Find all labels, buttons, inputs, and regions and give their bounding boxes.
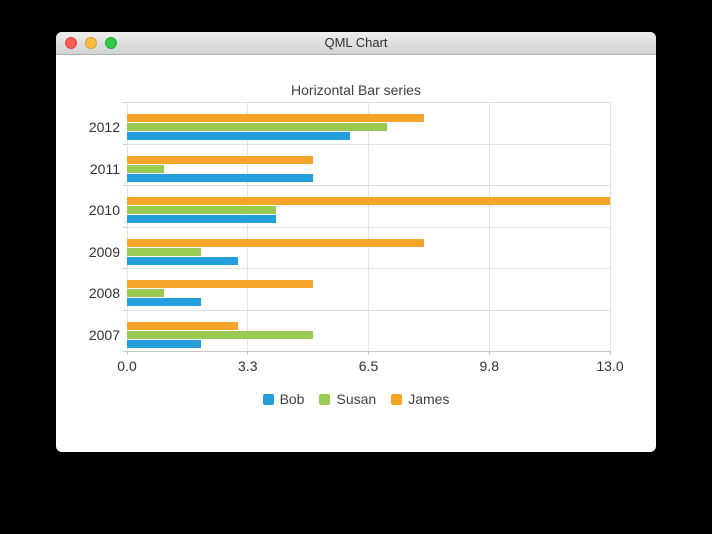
category-row-2007: 2007 bbox=[89, 309, 610, 352]
bar-bob-2007 bbox=[127, 339, 202, 348]
bar-bob-2011 bbox=[127, 173, 313, 182]
category-row-2011: 2011 bbox=[90, 143, 610, 186]
x-axis-tick bbox=[126, 351, 128, 355]
bar-susan-2007 bbox=[127, 330, 313, 339]
window-titlebar[interactable]: QML Chart bbox=[56, 32, 656, 55]
traffic-light-buttons bbox=[65, 37, 117, 49]
chart-legend: Bob Susan James bbox=[56, 391, 656, 407]
bar-susan-2008 bbox=[127, 289, 165, 297]
x-axis-tick bbox=[488, 351, 490, 355]
bar-bob-2009 bbox=[127, 256, 239, 265]
y-axis-category-label: 2007 bbox=[88, 326, 120, 343]
y-axis-tick bbox=[123, 351, 127, 352]
y-axis-tick bbox=[123, 268, 127, 269]
legend-item-bob: Bob bbox=[262, 391, 305, 407]
bar-group-2011 bbox=[127, 155, 610, 183]
legend-label-susan: Susan bbox=[336, 391, 377, 407]
bar-bob-2008 bbox=[127, 298, 202, 306]
bar-group-2008 bbox=[127, 280, 610, 307]
close-button[interactable] bbox=[65, 37, 77, 49]
legend-item-james: James bbox=[391, 391, 449, 407]
x-axis-tick-label: 0.0 bbox=[117, 358, 137, 374]
y-axis-category-label: 2011 bbox=[89, 160, 120, 177]
bar-group-2009 bbox=[127, 238, 610, 266]
y-axis-category-label: 2008 bbox=[88, 285, 120, 301]
bar-susan-2012 bbox=[127, 123, 388, 131]
bar-group-2007 bbox=[127, 321, 610, 349]
window-title: QML Chart bbox=[324, 35, 388, 50]
legend-marker-bob bbox=[262, 393, 274, 405]
legend-label-bob: Bob bbox=[279, 391, 305, 407]
category-row-2009: 2009 bbox=[89, 226, 610, 269]
bar-james-2008 bbox=[127, 280, 313, 288]
bar-group-2012 bbox=[127, 114, 610, 141]
bar-james-2012 bbox=[127, 114, 425, 122]
y-axis-tick bbox=[123, 226, 127, 228]
bar-james-2010 bbox=[127, 197, 610, 205]
category-row-2012: 2012 bbox=[89, 102, 610, 144]
y-axis-category-label: 2010 bbox=[88, 202, 120, 218]
x-axis-tick-label: 6.5 bbox=[358, 358, 379, 374]
legend-item-susan: Susan bbox=[319, 391, 376, 407]
bar-james-2009 bbox=[127, 238, 425, 247]
bar-james-2011 bbox=[127, 155, 313, 164]
x-axis-tick bbox=[247, 351, 249, 355]
bar-bob-2010 bbox=[127, 215, 276, 223]
zoom-button[interactable] bbox=[105, 37, 117, 49]
app-window: QML Chart Horizontal Bar series 0.0 3.3 6.… bbox=[56, 32, 656, 452]
bar-james-2007 bbox=[127, 321, 239, 330]
x-axis-tick-label: 9.8 bbox=[479, 358, 499, 374]
vertical-gridline bbox=[609, 102, 611, 351]
bar-susan-2011 bbox=[127, 164, 165, 173]
bar-susan-2009 bbox=[127, 247, 202, 256]
legend-marker-susan bbox=[319, 393, 331, 405]
bar-susan-2010 bbox=[127, 206, 276, 214]
chart-title: Horizontal Bar series bbox=[291, 82, 421, 98]
plot-area: 0.0 3.3 6.5 9.8 13.0 2012 2011 2010 2009 2008 200… bbox=[89, 102, 624, 374]
minimize-button[interactable] bbox=[85, 37, 97, 49]
y-axis-category-label: 2012 bbox=[88, 119, 120, 135]
x-axis-labels: 0.0 3.3 6.5 9.8 13.0 bbox=[117, 358, 623, 374]
x-axis-tick-label: 13.0 bbox=[596, 358, 624, 374]
category-row-2010: 2010 bbox=[89, 185, 610, 227]
y-axis-tick bbox=[123, 185, 127, 186]
x-axis-ticks bbox=[126, 351, 611, 355]
legend-label-james: James bbox=[408, 391, 450, 407]
bar-bob-2012 bbox=[127, 132, 350, 140]
x-axis-tick-label: 3.3 bbox=[238, 358, 258, 374]
y-axis-category-label: 2009 bbox=[88, 243, 120, 260]
category-row-2008: 2008 bbox=[89, 268, 610, 310]
legend-marker-james bbox=[391, 393, 403, 405]
chart-view: Horizontal Bar series 0.0 3.3 6.5 9.8 13.0 2… bbox=[56, 55, 656, 452]
y-axis-tick bbox=[123, 143, 127, 145]
x-axis-tick bbox=[368, 351, 369, 355]
x-axis-tick bbox=[609, 351, 611, 355]
bar-group-2010 bbox=[127, 197, 610, 224]
category-rows: 2012 2011 2010 2009 2008 2007 bbox=[89, 102, 610, 352]
y-axis-tick bbox=[123, 309, 127, 311]
y-axis-tick bbox=[123, 102, 127, 103]
